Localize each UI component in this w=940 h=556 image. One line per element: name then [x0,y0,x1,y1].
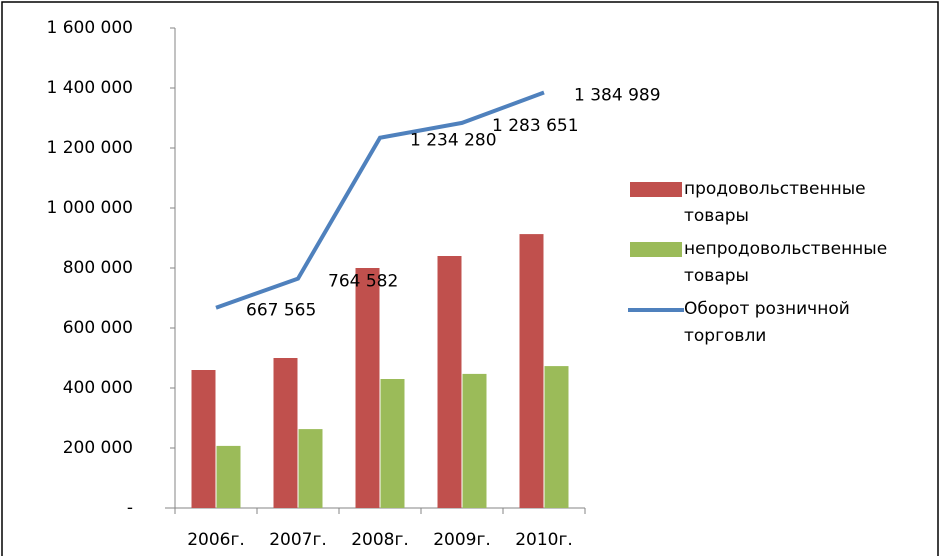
y-tick-label: 800 000 [63,258,133,278]
bar [437,256,462,508]
x-tick-label: 2010г. [515,530,573,550]
legend-key [628,296,684,323]
legend-key [628,176,684,203]
legend-item: Оборот розничной торговли [628,296,928,350]
x-tick-label: 2008г. [351,530,409,550]
y-tick-label: 1 600 000 [46,18,133,38]
bar [191,370,216,508]
legend-label: продовольственные товары [684,179,866,226]
legend-item: продовольственные товары [628,176,928,230]
data-label: 1 234 280 [410,131,497,151]
bar [298,429,323,508]
y-tick-label: 400 000 [63,378,133,398]
bar [273,358,298,508]
y-tick-label: 600 000 [63,318,133,338]
x-tick-label: 2009г. [433,530,491,550]
legend-item: непродовольственные товары [628,236,928,290]
data-label: 1 384 989 [574,86,661,106]
x-tick-label: 2007г. [269,530,327,550]
bar [355,268,380,508]
bar [462,373,487,508]
bar [519,234,544,508]
y-tick-label: 1 200 000 [46,138,133,158]
y-tick-label: 1 400 000 [46,78,133,98]
y-tick-label: - [127,498,133,518]
legend-label: Оборот розничной торговли [684,299,850,346]
y-tick-label: 1 000 000 [46,198,133,218]
data-label: 667 565 [246,301,316,321]
line [215,90,545,310]
bar [544,366,569,508]
bar [216,445,241,508]
data-label: 1 283 651 [492,116,579,136]
legend: продовольственные товары непродовольствен… [628,176,928,356]
y-tick-label: 200 000 [63,438,133,458]
legend-label: непродовольственные товары [684,239,888,286]
bar [380,379,405,508]
legend-key [628,236,684,263]
data-label: 764 582 [328,272,398,292]
x-tick-label: 2006г. [187,530,245,550]
